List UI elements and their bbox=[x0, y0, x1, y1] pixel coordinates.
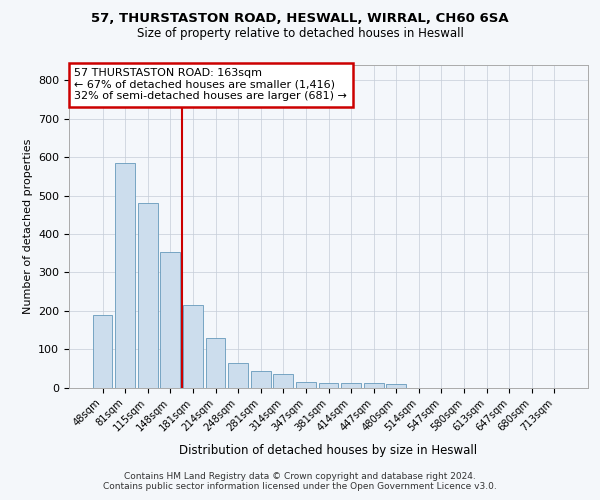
Bar bbox=[364, 384, 383, 388]
X-axis label: Distribution of detached houses by size in Heswall: Distribution of detached houses by size … bbox=[179, 444, 478, 457]
Y-axis label: Number of detached properties: Number of detached properties bbox=[23, 138, 32, 314]
Text: Contains public sector information licensed under the Open Government Licence v3: Contains public sector information licen… bbox=[103, 482, 497, 491]
Bar bbox=[319, 383, 338, 388]
Bar bbox=[160, 252, 180, 388]
Bar bbox=[138, 203, 158, 388]
Text: Size of property relative to detached houses in Heswall: Size of property relative to detached ho… bbox=[137, 28, 463, 40]
Bar bbox=[228, 364, 248, 388]
Bar bbox=[251, 372, 271, 388]
Bar bbox=[115, 163, 135, 388]
Bar bbox=[386, 384, 406, 388]
Bar bbox=[341, 384, 361, 388]
Text: 57, THURSTASTON ROAD, HESWALL, WIRRAL, CH60 6SA: 57, THURSTASTON ROAD, HESWALL, WIRRAL, C… bbox=[91, 12, 509, 26]
Bar bbox=[274, 374, 293, 388]
Bar bbox=[183, 305, 203, 388]
Bar bbox=[296, 382, 316, 388]
Text: 57 THURSTASTON ROAD: 163sqm
← 67% of detached houses are smaller (1,416)
32% of : 57 THURSTASTON ROAD: 163sqm ← 67% of det… bbox=[74, 68, 347, 102]
Bar bbox=[92, 314, 112, 388]
Bar bbox=[206, 338, 226, 388]
Text: Contains HM Land Registry data © Crown copyright and database right 2024.: Contains HM Land Registry data © Crown c… bbox=[124, 472, 476, 481]
